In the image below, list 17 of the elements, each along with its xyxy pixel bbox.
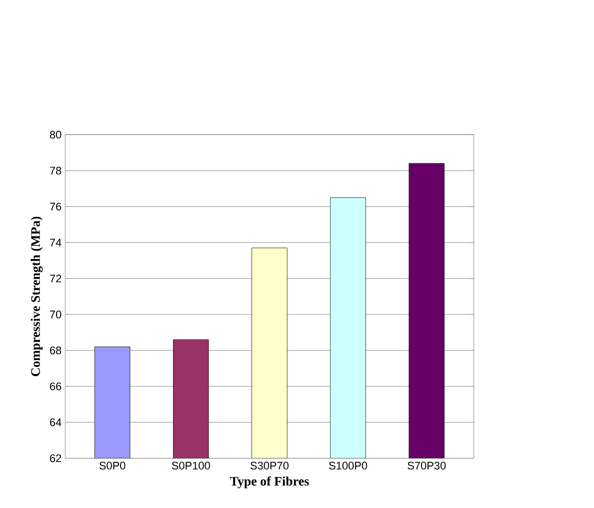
x-tick-label: S30P70 [250,462,289,470]
y-tick-label: 64 [50,418,62,426]
y-tick-label: 70 [50,310,62,318]
y-tick-label: 62 [50,454,62,462]
y-tick-label: 72 [50,274,62,282]
y-tick-label: 80 [50,130,62,139]
x-tick-label: S0P100 [172,462,210,470]
y-tick-label: 68 [50,346,62,354]
x-tick-label: S0P0 [99,462,126,470]
y-axis-title: Compressive Strength (MPa) [30,216,43,376]
y-tick-label: 76 [50,202,62,211]
y-tick-label: 74 [50,238,62,246]
y-tick-label: 66 [50,382,62,390]
x-tick-label: S100P0 [329,462,368,470]
x-tick-label: S70P30 [408,462,446,470]
y-tick-label: 78 [50,166,62,175]
x-axis-title: Type of Fibres [230,476,309,488]
